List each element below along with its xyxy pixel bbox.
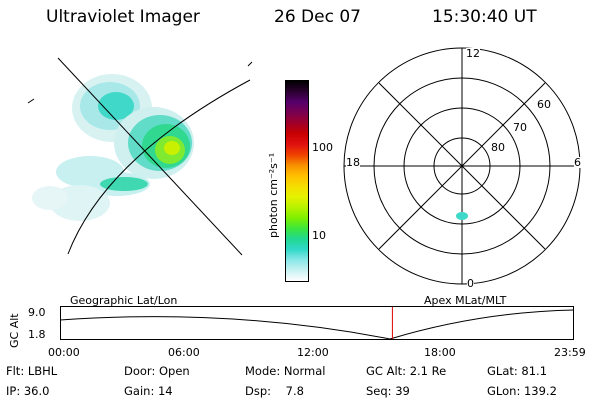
info-seq: Seq: 39: [366, 384, 410, 398]
emission-region: [32, 74, 194, 221]
geographic-image-panel: [27, 57, 253, 256]
info-ip: IP: 36.0: [6, 384, 50, 398]
timeline-x-tick-0000: 00:00: [48, 346, 80, 359]
info-gc-alt: GC Alt: 2.1 Re: [366, 364, 447, 378]
info-dsp: Dsp: 7.8: [245, 384, 304, 398]
info-mode: Mode: Normal: [245, 364, 326, 378]
colorbar-label: photon cm⁻²s⁻¹: [267, 152, 280, 238]
colorbar: [285, 80, 309, 282]
info-door: Door: Open: [124, 364, 190, 378]
lat-label-60: 60: [537, 98, 551, 111]
info-gain: Gain: 14: [124, 384, 173, 398]
timeline-right-caption: Apex MLat/MLT: [424, 294, 507, 307]
mlt-label-0: 0: [467, 277, 474, 290]
info-filter: Flt: LBHL: [6, 364, 58, 378]
lat-label-80: 80: [491, 141, 505, 154]
timeline-y-tick-top: 9.0: [28, 306, 46, 319]
mlt-label-12: 12: [466, 47, 480, 60]
mlt-label-18: 18: [346, 156, 360, 169]
date-label: 26 Dec 07: [274, 7, 361, 27]
lat-label-70: 70: [513, 121, 527, 134]
timeline-x-tick-0600: 06:00: [168, 346, 200, 359]
colorbar-tick-10: 10: [312, 229, 326, 242]
timeline-x-tick-1200: 12:00: [297, 346, 329, 359]
colorbar-tick-100: 100: [312, 141, 333, 154]
timeline-x-tick-1800: 18:00: [424, 346, 456, 359]
info-glon: GLon: 139.2: [487, 384, 557, 398]
timeline-x-tick-2359: 23:59: [554, 346, 586, 359]
polar-plot: [343, 47, 581, 285]
timeline-left-caption: Geographic Lat/Lon: [70, 294, 178, 307]
timeline-y-tick-bottom: 1.8: [28, 328, 46, 341]
info-glat: GLat: 81.1: [487, 364, 548, 378]
altitude-curve: [59, 309, 575, 340]
mlt-label-6: 6: [574, 156, 581, 169]
time-label: 15:30:40 UT: [432, 7, 537, 27]
timeline-y-label: GC Alt: [8, 313, 21, 348]
polar-emission: [456, 212, 468, 220]
geographic-latitude-line: [67, 79, 251, 255]
timeline-plot: [59, 306, 575, 340]
geographic-meridian-line: [57, 57, 243, 256]
app-title: Ultraviolet Imager: [46, 7, 200, 27]
